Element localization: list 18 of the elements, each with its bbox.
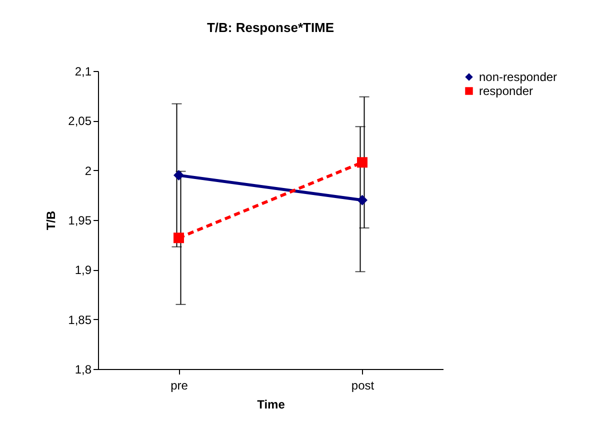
point [174, 232, 184, 244]
point [357, 157, 368, 168]
y-tick-label: 1,8 [74, 362, 92, 376]
chart-title: T/B: Response*TIME [206, 20, 334, 35]
point [174, 170, 184, 181]
x-tick-label: post [351, 378, 375, 392]
y-tick-label: 2,05 [68, 114, 92, 128]
y-tick-label: 1,85 [68, 312, 92, 327]
y-tick-label: 1,9 [74, 263, 92, 278]
point [357, 194, 368, 206]
y-tick-label: 2,1 [74, 64, 92, 78]
x-axis-title: Time [257, 398, 286, 412]
legend-label: non-responder [479, 70, 558, 84]
x-tick-label: pre [170, 378, 188, 392]
y-tick-label: 2 [84, 164, 92, 178]
y-axis-title: T/B [44, 210, 58, 230]
y-tick-label: 1,95 [68, 214, 92, 228]
legend-label: responder [479, 84, 534, 98]
